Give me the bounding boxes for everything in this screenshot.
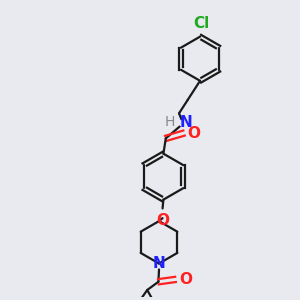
Text: Cl: Cl <box>194 16 210 31</box>
Text: H: H <box>164 115 175 129</box>
Text: N: N <box>153 256 165 271</box>
Text: O: O <box>179 272 192 287</box>
Text: O: O <box>156 213 169 228</box>
Text: O: O <box>188 126 201 141</box>
Text: N: N <box>180 115 192 130</box>
